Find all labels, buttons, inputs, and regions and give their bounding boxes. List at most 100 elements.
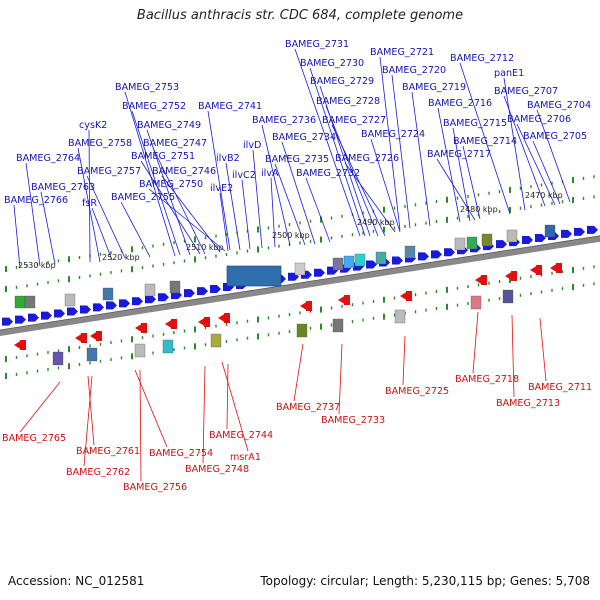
- reverse-gene-label: BAMEG_2718: [455, 374, 519, 385]
- forward-label-leader: [77, 147, 101, 263]
- forward-gene-block: [144, 283, 156, 297]
- forward-gene-label: BAMEG_2704: [527, 100, 591, 111]
- forward-gene-block: [506, 229, 518, 243]
- forward-gene-label: BAMEG_2707: [494, 86, 558, 97]
- forward-label-leader: [437, 107, 461, 223]
- reverse-gene-block: [210, 333, 222, 348]
- forward-gene-label: BAMEG_2734: [272, 132, 336, 143]
- forward-gene-label: BAMEG_2719: [402, 82, 466, 93]
- forward-label-leader: [344, 162, 396, 233]
- forward-label-leader: [516, 123, 556, 206]
- reverse-gene-body: [81, 333, 87, 343]
- forward-gene-arrow: [210, 285, 221, 294]
- reverse-gene-label: BAMEG_2748: [185, 464, 249, 475]
- reverse-gene-body: [511, 271, 517, 281]
- forward-gene-block: [481, 233, 493, 247]
- forward-gene-arrow: [587, 225, 598, 234]
- forward-gene-label: BAMEG_2763: [31, 182, 95, 193]
- forward-label-leader: [86, 175, 126, 259]
- forward-label-leader: [140, 160, 201, 255]
- reverse-gene-label: BAMEG_2762: [66, 467, 130, 478]
- forward-gene-label: BAMEG_2731: [285, 39, 349, 50]
- forward-gene-arrow: [15, 315, 26, 324]
- scale-mark-label: 2500 kbp: [272, 231, 310, 240]
- forward-gene-arrow: [574, 227, 585, 236]
- genome-backbone-band: [0, 235, 600, 336]
- forward-gene-arrow: [2, 317, 13, 326]
- forward-gene-label: BAMEG_2752: [122, 101, 186, 112]
- forward-label-leader: [25, 162, 41, 267]
- forward-gene-label: BAMEG_2720: [382, 65, 446, 76]
- forward-gene-label: BAMEG_2715: [443, 118, 507, 129]
- scale-mark-label: 2480 kbp: [460, 205, 498, 214]
- gene-labels: BAMEG_2731 BAMEG_2721 BAMEG_2712 BAMEG_2730…: [2, 39, 592, 493]
- forward-label-leader: [219, 192, 229, 252]
- forward-gene-block: [354, 253, 366, 267]
- reverse-label-leader: [19, 381, 61, 433]
- forward-gene-arrow: [561, 229, 572, 238]
- forward-label-leader: [40, 191, 56, 265]
- forward-gene-arrow: [158, 293, 169, 302]
- reverse-label-leader: [293, 343, 304, 402]
- forward-gene-label: BAMEG_2727: [322, 115, 386, 126]
- forward-gene-label: BAMEG_2755: [111, 192, 175, 203]
- forward-gene-block: [544, 224, 556, 238]
- reverse-label-leader: [472, 311, 479, 374]
- forward-gene-label: BAMEG_2751: [131, 151, 195, 162]
- reverse-gene-block: [502, 289, 514, 304]
- forward-label-leader: [536, 109, 571, 203]
- label-leader-lines: [13, 48, 571, 482]
- genome-title: Bacillus anthracis str. CDC 684, complet…: [136, 8, 464, 23]
- forward-gene-label: BAMEG_2753: [115, 82, 179, 93]
- forward-gene-label: BAMEG_2721: [370, 47, 434, 58]
- forward-label-leader: [274, 163, 306, 246]
- scale-mark-label: 2470 kbp: [525, 191, 563, 200]
- accession-text: Accession: NC_012581: [8, 574, 145, 588]
- reverse-gene-label: BAMEG_2713: [496, 398, 560, 409]
- forward-label-leader: [462, 145, 481, 220]
- reverse-label-leader: [83, 375, 93, 467]
- reverse-label-leader: [139, 369, 142, 482]
- scale-mark-label: 2530 kbp: [18, 261, 56, 270]
- forward-label-leader: [325, 105, 379, 237]
- reverse-label-leader: [226, 363, 229, 430]
- forward-gene-label: BAMEG_2750: [139, 179, 203, 190]
- forward-label-leader: [309, 67, 366, 237]
- reverse-gene-body: [536, 265, 542, 275]
- forward-gene-label: BAMEG_2706: [507, 114, 571, 125]
- reverse-gene-block: [470, 295, 482, 310]
- forward-label-leader: [294, 48, 361, 237]
- forward-label-leader: [436, 158, 476, 221]
- forward-gene-label: BAMEG_2766: [4, 195, 68, 206]
- reverse-label-leader: [402, 335, 406, 386]
- reverse-gene-body: [141, 323, 147, 333]
- forward-gene-arrow: [197, 287, 208, 296]
- forward-gene-label: ilvB2: [216, 153, 240, 164]
- reverse-gene-label: BAMEG_2765: [2, 433, 66, 444]
- forward-gene-block: [375, 251, 387, 265]
- forward-gene-label: BAMEG_2724: [361, 129, 425, 140]
- forward-label-leader: [88, 129, 91, 263]
- forward-gene-label: cysK2: [79, 120, 107, 131]
- forward-label-leader: [148, 188, 226, 252]
- forward-gene-arrow: [366, 260, 377, 269]
- forward-gene-label: BAMEG_2757: [77, 166, 141, 177]
- reverse-gene-label: BAMEG_2711: [528, 382, 592, 393]
- forward-label-leader: [252, 149, 263, 249]
- forward-label-leader: [459, 62, 511, 215]
- forward-gene-block: [332, 257, 344, 271]
- forward-label-leader: [503, 77, 526, 211]
- reverse-gene-body: [556, 263, 562, 273]
- forward-label-leader: [503, 95, 546, 207]
- forward-gene-block: [454, 237, 466, 251]
- forward-gene-label: BAMEG_2746: [152, 166, 216, 177]
- forward-gene-label: BAMEG_2758: [68, 138, 132, 149]
- forward-gene-label: BAMEG_2749: [137, 120, 201, 131]
- reverse-gene-block: [52, 351, 64, 366]
- forward-label-leader: [305, 177, 331, 243]
- reverse-label-leader: [87, 375, 95, 446]
- reverse-gene-body: [171, 319, 177, 329]
- reverse-gene-label: BAMEG_2756: [123, 482, 187, 493]
- forward-gene-label: BAMEG_2735: [265, 154, 329, 165]
- scale-mark-label: 2520 kbp: [102, 253, 140, 262]
